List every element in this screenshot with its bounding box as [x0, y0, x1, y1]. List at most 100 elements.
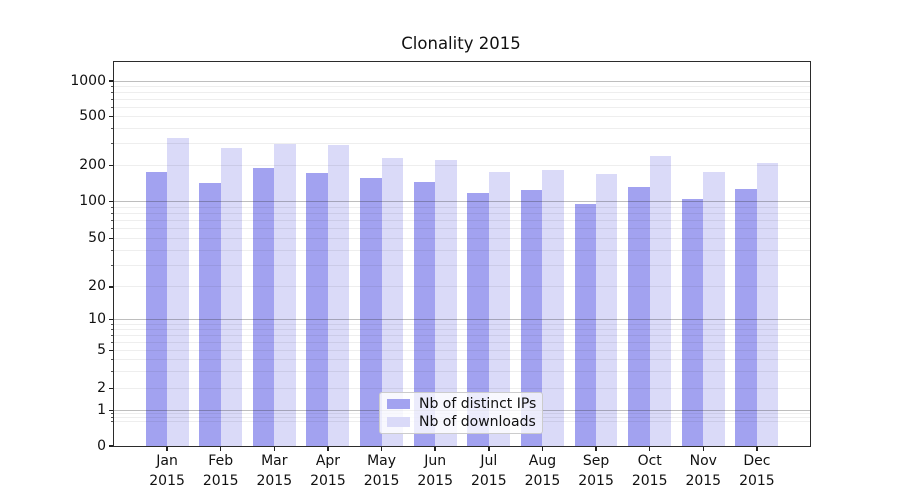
x-tick-label: Apr 2015: [292, 452, 364, 491]
bar-distinct-ips-dec: [735, 188, 757, 446]
minor-gridline: [114, 86, 810, 88]
bar-downloads-nov: [703, 172, 725, 446]
y-minor-tick-mark: [111, 371, 113, 373]
bar-downloads-mar: [274, 143, 296, 446]
y-minor-tick-mark: [111, 249, 113, 251]
x-tick-label-line: 2015: [256, 472, 293, 489]
minor-gridline: [114, 249, 810, 251]
y-minor-tick-mark: [111, 128, 113, 130]
y-minor-tick-mark: [111, 420, 113, 422]
bar-distinct-ips-nov: [681, 199, 704, 446]
x-tick-label-line: Nov: [689, 453, 717, 469]
y-tick-label: 5: [97, 342, 106, 359]
y-minor-tick-mark: [111, 417, 113, 418]
x-tick-mark: [595, 447, 597, 451]
x-tick-mark: [380, 447, 383, 451]
minor-gridline: [114, 388, 810, 390]
x-tick-label-line: 2015: [578, 472, 614, 489]
minor-gridline: [114, 286, 810, 288]
y-tick-mark: [109, 409, 113, 412]
x-tick-label-line: 2015: [685, 472, 722, 489]
bar-downloads-aug: [542, 170, 564, 446]
x-tick-mark: [541, 447, 544, 451]
x-tick-label: May 2015: [346, 452, 418, 491]
minor-gridline: [114, 323, 810, 325]
y-minor-tick-mark: [111, 98, 113, 100]
x-tick-label-line: Dec: [743, 453, 771, 469]
y-tick-label: 20: [88, 278, 106, 295]
y-tick-mark: [109, 318, 113, 321]
y-tick-mark: [109, 237, 113, 239]
minor-gridline: [114, 98, 810, 100]
x-tick-label-line: 2015: [631, 472, 668, 489]
minor-gridline: [114, 371, 810, 373]
x-tick-mark: [434, 447, 436, 451]
y-minor-tick-mark: [111, 413, 113, 415]
legend-swatch-distinct-ips: [387, 399, 410, 410]
y-minor-tick-mark: [111, 359, 113, 361]
x-tick-label-line: 2015: [202, 472, 239, 489]
bar-downloads-dec: [756, 162, 779, 446]
x-tick-mark: [220, 447, 222, 451]
x-tick-label-line: 2015: [524, 472, 561, 489]
x-tick-label-line: 2015: [470, 472, 507, 489]
x-tick-label-line: May: [367, 453, 397, 469]
x-tick-label-line: Apr: [315, 453, 341, 469]
x-tick-label-line: Jul: [480, 453, 498, 469]
x-tick-mark: [702, 447, 704, 451]
y-tick-label: 2: [97, 380, 106, 397]
y-minor-tick-mark: [111, 92, 113, 94]
x-tick-label-line: 2015: [149, 472, 185, 489]
minor-gridline: [114, 206, 810, 208]
major-gridline: [114, 201, 810, 203]
y-tick-label: 1000: [70, 72, 106, 89]
legend-entry-downloads: Nb of downloads: [387, 413, 536, 430]
bar-downloads-oct: [649, 156, 672, 446]
minor-gridline: [114, 329, 810, 331]
bar-downloads-jan: [167, 138, 189, 446]
bar-downloads-may: [381, 158, 403, 446]
bar-distinct-ips-jan: [145, 172, 168, 446]
y-minor-tick-mark: [111, 264, 113, 266]
x-tick-mark: [488, 447, 490, 451]
y-tick-mark: [109, 286, 113, 288]
y-minor-tick-mark: [111, 212, 113, 214]
y-tick-mark: [109, 80, 113, 82]
x-tick-label: Jul 2015: [453, 452, 525, 491]
x-tick-label-line: 2015: [363, 472, 400, 489]
y-tick-label: 50: [88, 229, 106, 246]
minor-gridline: [114, 143, 810, 145]
x-tick-label-line: Aug: [528, 453, 557, 469]
x-tick-label: Mar 2015: [238, 452, 310, 491]
y-tick-label: 100: [79, 193, 106, 210]
bar-downloads-feb: [220, 147, 243, 446]
x-tick-label-line: Sep: [582, 453, 610, 469]
y-minor-tick-mark: [111, 341, 113, 343]
major-gridline: [114, 80, 810, 82]
legend-swatch-downloads: [387, 416, 410, 427]
y-minor-tick-mark: [111, 86, 113, 88]
x-tick-label: Feb 2015: [185, 452, 257, 491]
bar-downloads-apr: [327, 145, 350, 446]
y-tick-mark: [109, 200, 113, 203]
legend-label-downloads: Nb of downloads: [419, 413, 536, 430]
minor-gridline: [114, 116, 810, 118]
plot-area: 0 1 2 5 10 20 50 100 200 500 1000 Jan 2015 Feb 2015 Mar…: [70, 61, 811, 489]
bar-downloads-jun: [435, 159, 457, 446]
major-gridline: [114, 319, 810, 321]
legend-label-distinct-ips: Nb of distinct IPs: [419, 396, 537, 413]
y-minor-tick-mark: [111, 335, 113, 337]
x-tick-label-line: Jun: [424, 453, 447, 469]
minor-gridline: [114, 350, 810, 352]
x-tick-label: Jan 2015: [131, 452, 203, 491]
minor-gridline: [114, 335, 810, 337]
x-tick-label: Nov 2015: [667, 452, 739, 491]
y-minor-tick-mark: [111, 143, 113, 145]
y-tick-label: 10: [88, 311, 106, 328]
bar-distinct-ips-may: [360, 177, 382, 446]
x-tick-label-line: Jan: [156, 453, 178, 469]
y-tick-mark: [109, 349, 113, 352]
x-tick-label-line: Oct: [637, 453, 662, 469]
legend-entry-distinct-ips: Nb of distinct IPs: [387, 396, 537, 413]
